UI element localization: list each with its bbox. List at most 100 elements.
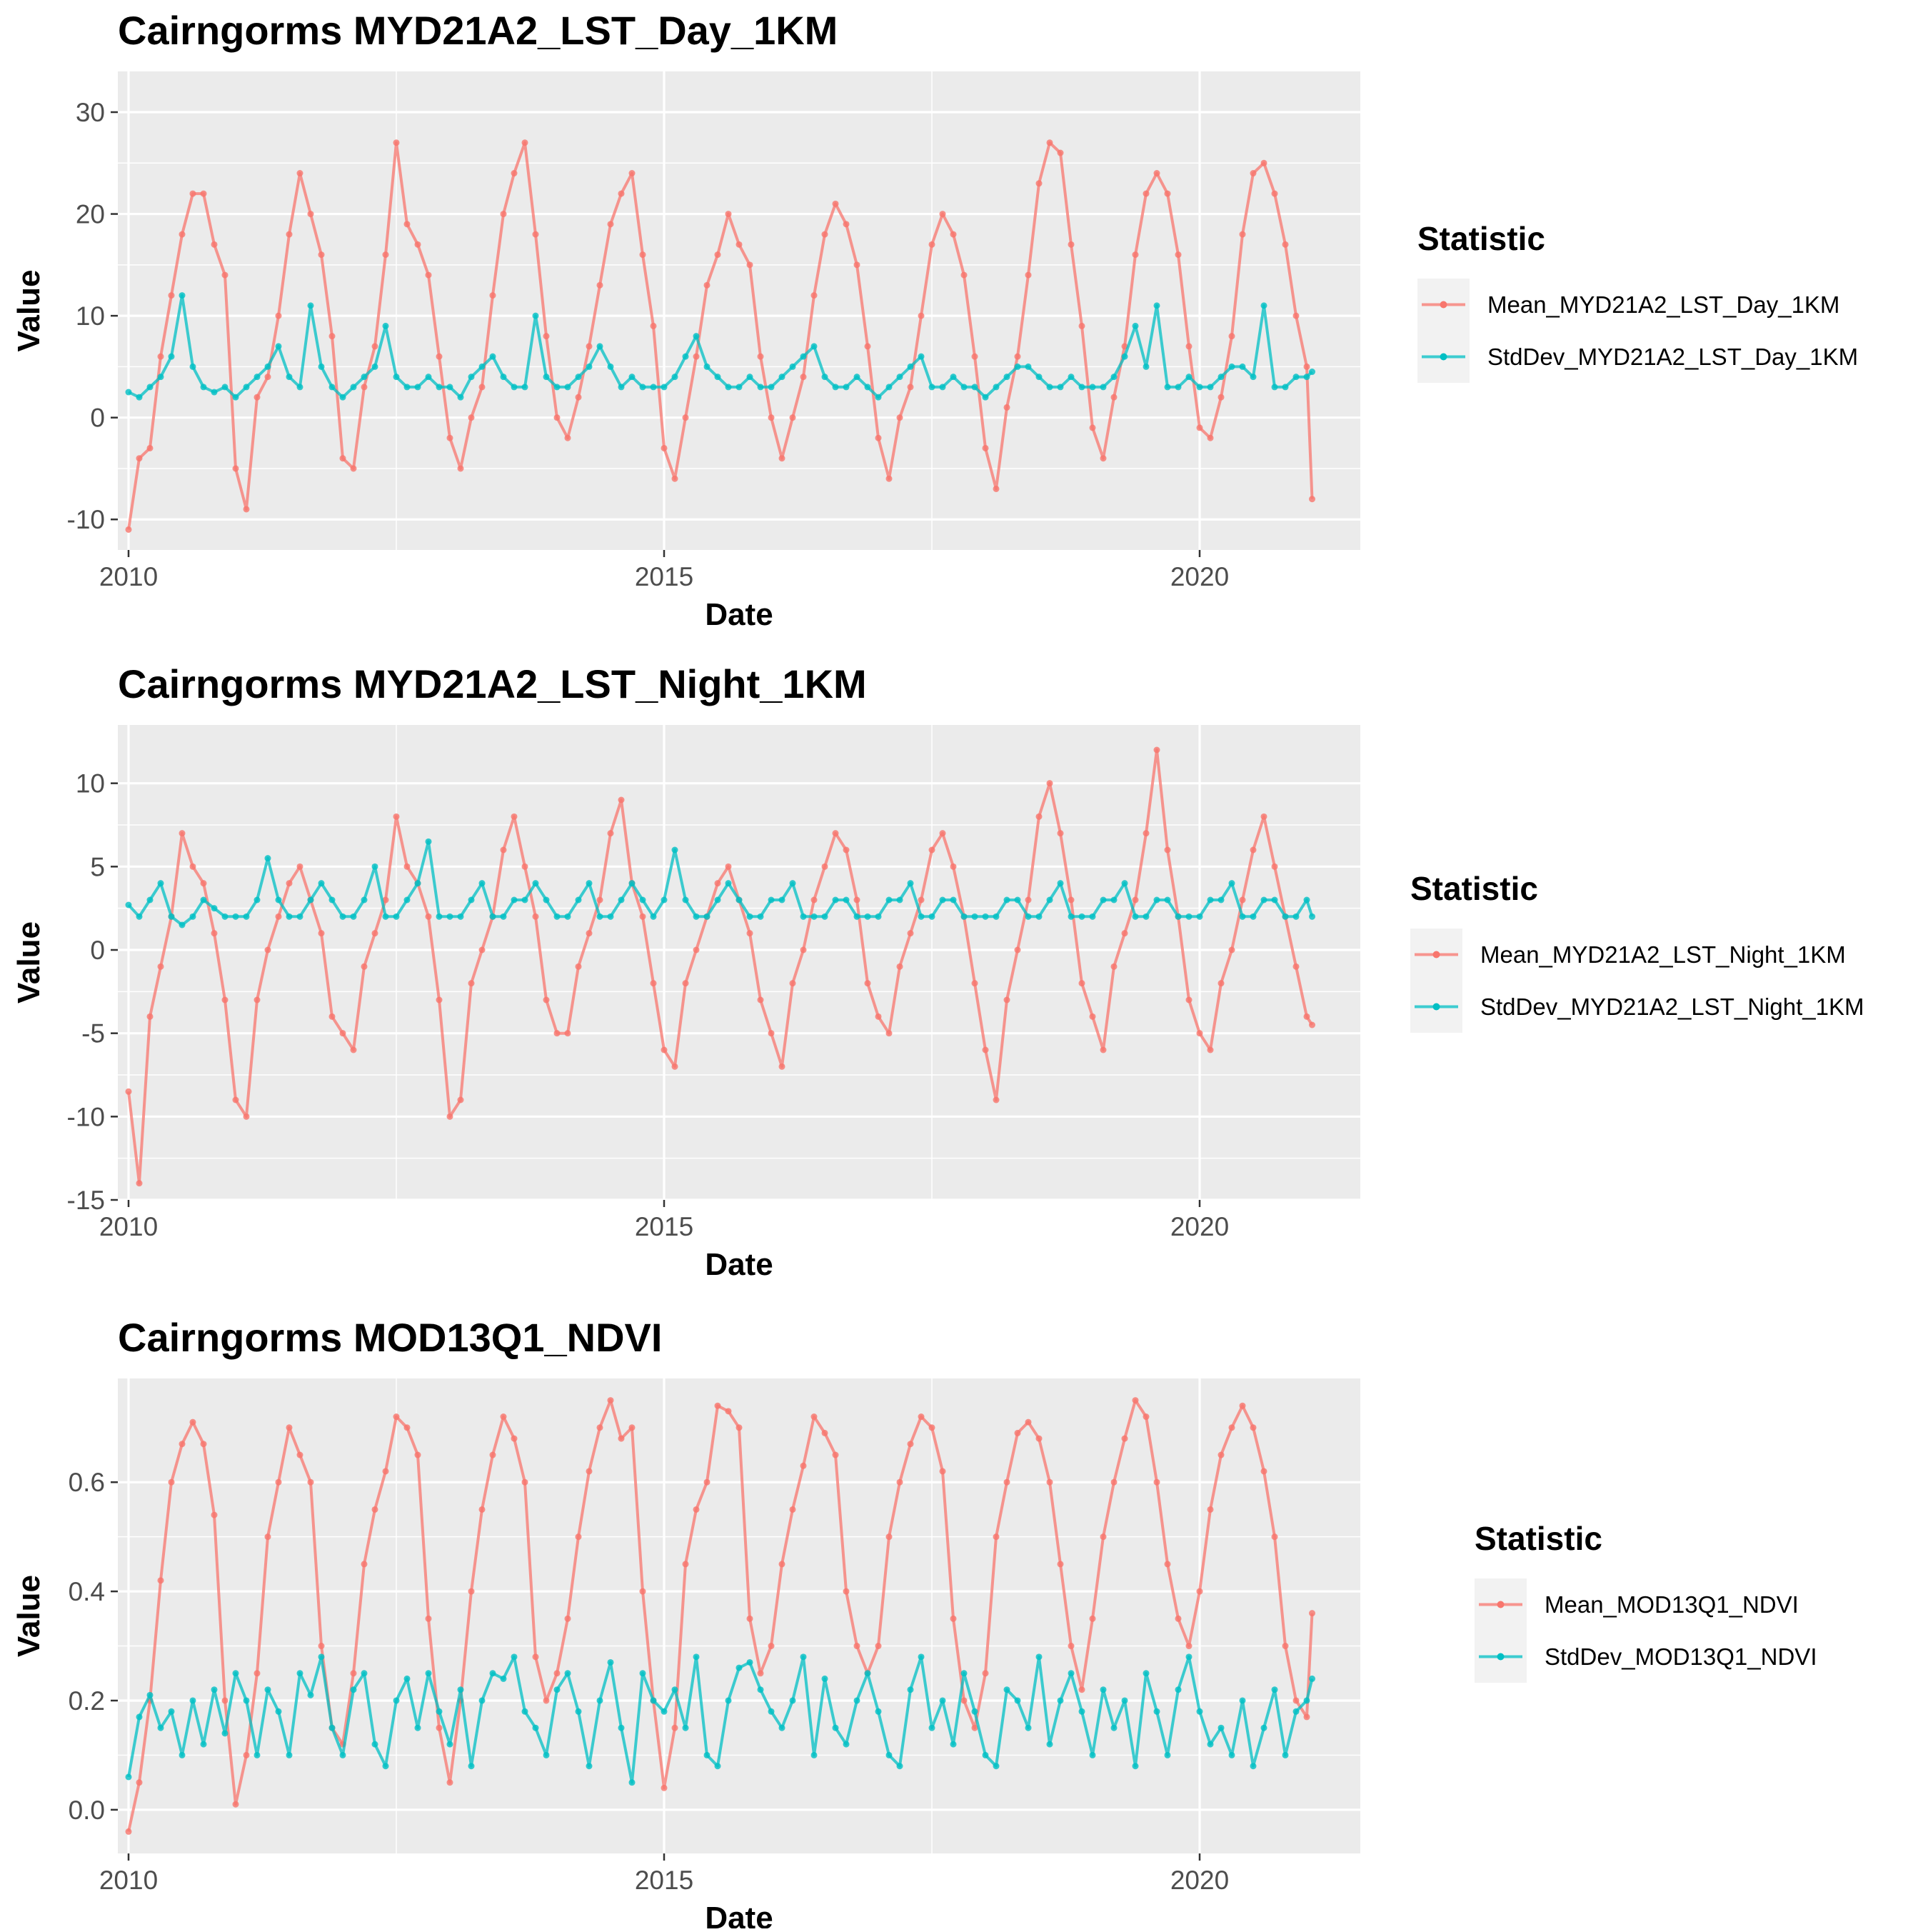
data-point <box>243 1113 250 1120</box>
data-point <box>189 913 196 920</box>
data-point <box>939 1468 946 1475</box>
data-point <box>1260 302 1267 309</box>
data-point <box>821 863 828 870</box>
data-point <box>511 813 518 820</box>
data-point <box>403 863 411 870</box>
data-point <box>1239 231 1246 238</box>
data-point <box>1143 1413 1150 1421</box>
data-point <box>950 1741 957 1748</box>
data-point <box>478 363 486 370</box>
data-point <box>243 1697 250 1704</box>
data-point <box>757 913 764 920</box>
data-point <box>1175 384 1182 391</box>
data-point <box>768 384 775 391</box>
data-point <box>157 1577 164 1584</box>
data-point <box>714 251 721 259</box>
data-point <box>1239 913 1246 920</box>
data-point <box>425 374 432 381</box>
data-point <box>810 896 818 904</box>
data-point <box>843 221 850 228</box>
data-point <box>264 363 271 370</box>
data-point <box>607 830 614 837</box>
series-stddev <box>125 838 1315 929</box>
data-point <box>586 343 593 350</box>
data-point <box>189 863 196 870</box>
data-point <box>832 384 839 391</box>
x-tick-label: 2020 <box>1170 1212 1229 1241</box>
data-point <box>425 1615 432 1622</box>
data-point <box>1175 913 1182 920</box>
data-point <box>746 1615 753 1622</box>
y-tick-label: 0 <box>90 404 105 433</box>
data-point <box>211 930 218 937</box>
legend: Statistic Mean_MYD21A2_LST_Night_1KM StdDe… <box>1410 870 1864 1033</box>
data-point <box>543 896 550 904</box>
data-point <box>200 880 207 887</box>
data-point <box>971 980 978 987</box>
data-point <box>950 1615 957 1622</box>
data-point <box>1025 896 1032 904</box>
data-point <box>382 913 389 920</box>
data-point <box>1035 1653 1043 1661</box>
data-point <box>446 1741 453 1748</box>
data-point <box>157 880 164 887</box>
data-point <box>1121 880 1128 887</box>
data-point <box>543 996 550 1003</box>
data-point <box>232 1670 239 1677</box>
data-point <box>1303 1713 1310 1721</box>
data-point <box>939 1697 946 1704</box>
data-point <box>586 1468 593 1475</box>
data-point <box>661 896 668 904</box>
data-point <box>789 880 796 887</box>
data-point <box>253 896 261 904</box>
data-point <box>1132 322 1139 329</box>
data-point <box>489 353 496 360</box>
data-point <box>146 896 154 904</box>
data-point <box>168 1708 175 1715</box>
data-point <box>714 374 721 381</box>
data-point <box>286 880 293 887</box>
data-point <box>971 1708 978 1715</box>
data-point <box>1110 1724 1118 1731</box>
data-point <box>714 880 721 887</box>
data-point <box>1196 1588 1203 1595</box>
data-point <box>586 363 593 370</box>
data-point <box>575 1533 582 1541</box>
data-point <box>1110 374 1118 381</box>
data-point <box>725 211 732 218</box>
data-point <box>339 913 346 920</box>
data-point <box>1089 1751 1096 1758</box>
data-point <box>179 1751 186 1758</box>
data-point <box>296 913 303 920</box>
data-point <box>885 1533 893 1541</box>
data-point <box>489 292 496 299</box>
data-point <box>393 374 400 381</box>
data-point <box>318 1653 325 1661</box>
data-point <box>1271 863 1278 870</box>
data-point <box>414 384 421 391</box>
data-point <box>403 1424 411 1431</box>
data-point <box>425 913 432 920</box>
data-point <box>810 913 818 920</box>
data-point <box>843 896 850 904</box>
data-point <box>671 1724 678 1731</box>
y-tick-label: 10 <box>76 301 105 331</box>
data-point <box>821 913 828 920</box>
data-point <box>853 913 860 920</box>
data-point <box>436 1724 443 1731</box>
data-point <box>1003 404 1010 411</box>
data-point <box>821 1675 828 1682</box>
data-point <box>521 863 528 870</box>
data-point <box>511 384 518 391</box>
data-point <box>1153 746 1160 754</box>
data-point <box>853 261 860 269</box>
data-point <box>296 170 303 177</box>
data-point <box>1217 1724 1225 1731</box>
data-point <box>928 913 935 920</box>
legend-key-point <box>1432 1003 1440 1011</box>
data-point <box>382 1763 389 1770</box>
data-point <box>553 1030 561 1037</box>
data-point <box>746 913 753 920</box>
data-point <box>318 880 325 887</box>
data-point <box>179 231 186 238</box>
